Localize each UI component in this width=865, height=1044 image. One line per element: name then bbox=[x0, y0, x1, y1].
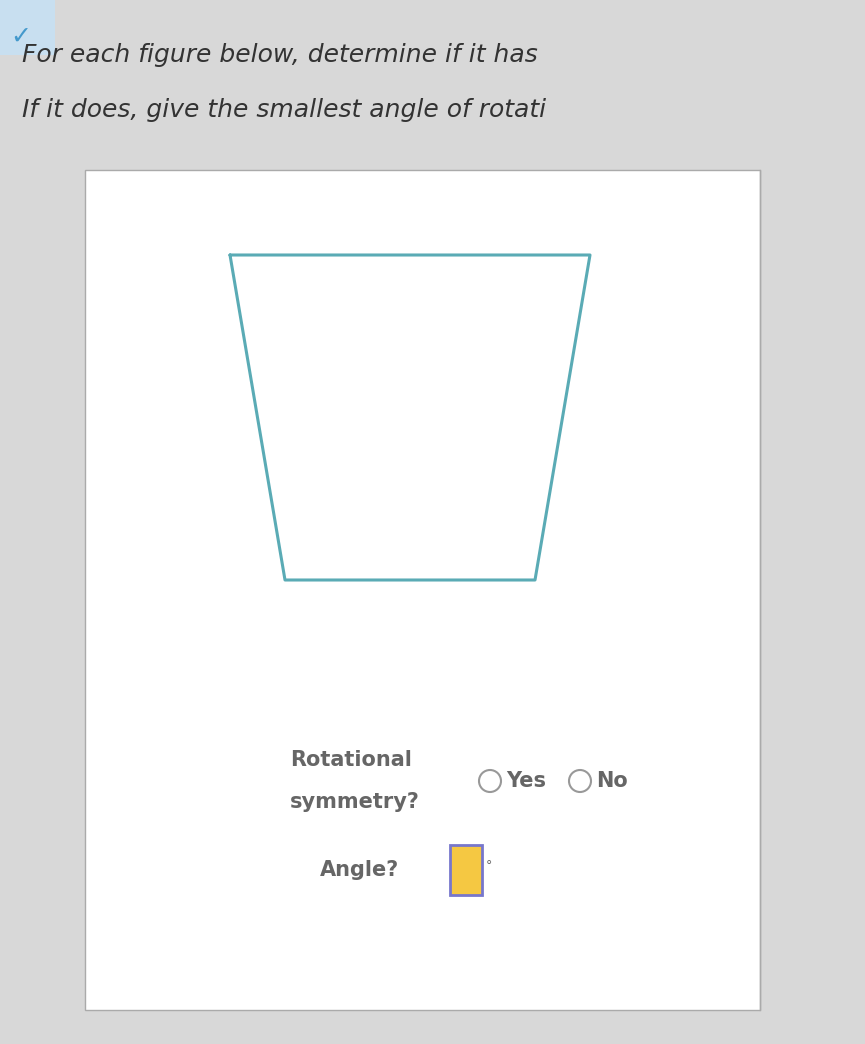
Text: Rotational: Rotational bbox=[290, 750, 412, 770]
Text: If it does, give the smallest angle of rotati: If it does, give the smallest angle of r… bbox=[22, 98, 546, 122]
Text: °: ° bbox=[486, 859, 492, 872]
Text: symmetry?: symmetry? bbox=[290, 792, 420, 812]
FancyBboxPatch shape bbox=[0, 0, 55, 55]
Text: Yes: Yes bbox=[506, 772, 546, 791]
Text: For each figure below, determine if it has: For each figure below, determine if it h… bbox=[22, 43, 546, 67]
Text: No: No bbox=[596, 772, 628, 791]
Text: Angle?: Angle? bbox=[320, 860, 400, 880]
Text: ✓: ✓ bbox=[10, 25, 31, 49]
FancyBboxPatch shape bbox=[85, 170, 760, 1010]
FancyBboxPatch shape bbox=[450, 845, 482, 895]
